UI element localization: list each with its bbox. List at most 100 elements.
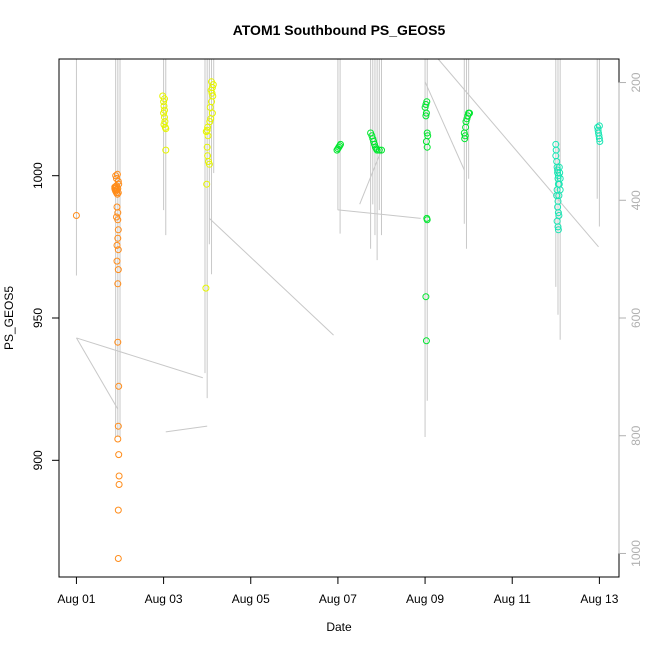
data-point [423,143,431,151]
flight-traces [75,58,600,437]
data-point [113,203,121,211]
data-points [72,78,604,562]
x-tick-label: Aug 13 [580,592,618,606]
trace-line [437,58,599,248]
x-axis-label: Date [326,620,352,634]
data-point [115,472,123,480]
data-point [208,89,216,97]
data-point [114,177,122,185]
plot-frame [58,58,620,578]
data-point [337,140,344,148]
data-point [114,506,122,514]
chart-title: ATOM1 Southbound PS_GEOS5 [233,22,446,38]
data-point [553,158,561,165]
trace-line [337,209,421,219]
data-point [115,382,123,390]
data-point [72,212,80,219]
data-point [114,422,122,430]
data-point [422,138,430,145]
data-point [115,481,123,488]
trace-line [75,337,119,410]
data-point [114,338,122,346]
x-tick-label: Aug 11 [494,592,531,606]
data-point [114,226,122,234]
trace-line [424,81,465,171]
data-point [161,113,168,121]
data-point [205,160,213,168]
data-point [423,98,431,106]
data-point [554,209,562,217]
y-axis: 900 950 1000 [31,162,60,470]
data-point [114,246,122,254]
data-point [114,216,122,224]
y2-axis: 200 400 600 800 1000 [618,72,643,567]
x-tick-label: Aug 05 [232,592,270,606]
data-point [373,146,381,154]
data-point [371,140,378,148]
y-tick-label: 1000 [31,162,45,189]
data-point [595,135,603,143]
data-point [375,146,383,154]
y-axis-label: PS_GEOS5 [2,286,16,350]
data-point [422,293,430,301]
data-point [208,109,216,117]
data-point [422,337,430,345]
data-point [114,555,122,562]
data-point [422,109,430,117]
data-point [422,112,430,120]
data-point [114,189,122,197]
data-point [161,106,168,114]
data-point [336,142,344,150]
data-point [554,223,562,231]
data-point [466,109,473,117]
data-point [112,172,120,180]
data-point [462,123,470,131]
data-point [554,226,562,234]
x-tick-label: Aug 03 [145,592,183,606]
data-point [553,217,561,225]
data-point [206,103,214,111]
data-point [114,266,122,274]
data-point [422,101,430,108]
data-point [423,129,431,137]
data-point [114,435,122,443]
data-point [203,180,211,188]
data-point [204,132,212,140]
x-tick-label: Aug 07 [319,592,357,606]
x-axis: Aug 01 Aug 03 Aug 05 Aug 07 Aug 09 Aug 11 Aug … [57,576,619,606]
data-point [461,132,469,140]
data-point [160,102,168,110]
x-tick-label: Aug 01 [57,592,95,606]
y-tick-label: 950 [31,308,45,328]
data-point [596,138,604,145]
y-tick-label: 900 [31,450,45,470]
data-point [202,284,210,292]
trace-line [76,337,203,379]
data-point [162,146,170,154]
data-point [162,125,170,133]
data-point [114,234,122,242]
data-point [160,109,168,117]
trace-line [209,218,334,336]
y2-tick-label: 800 [629,425,643,445]
data-point [203,143,211,151]
data-point [423,216,431,224]
data-point [206,118,214,126]
y2-tick-label: 400 [629,190,643,210]
data-point [554,166,562,174]
data-point [113,241,121,249]
data-point [114,280,122,288]
trace-line [359,149,382,205]
data-point [205,158,212,165]
y2-tick-label: 200 [629,72,643,92]
data-point [113,257,121,265]
data-point [461,135,469,143]
data-point [114,209,122,217]
trace-line [165,425,208,433]
data-point [595,122,603,130]
x-tick-label: Aug 09 [406,592,444,606]
y2-tick-label: 600 [629,308,643,328]
data-point [209,81,217,89]
data-point [202,128,210,136]
data-point [378,146,385,154]
